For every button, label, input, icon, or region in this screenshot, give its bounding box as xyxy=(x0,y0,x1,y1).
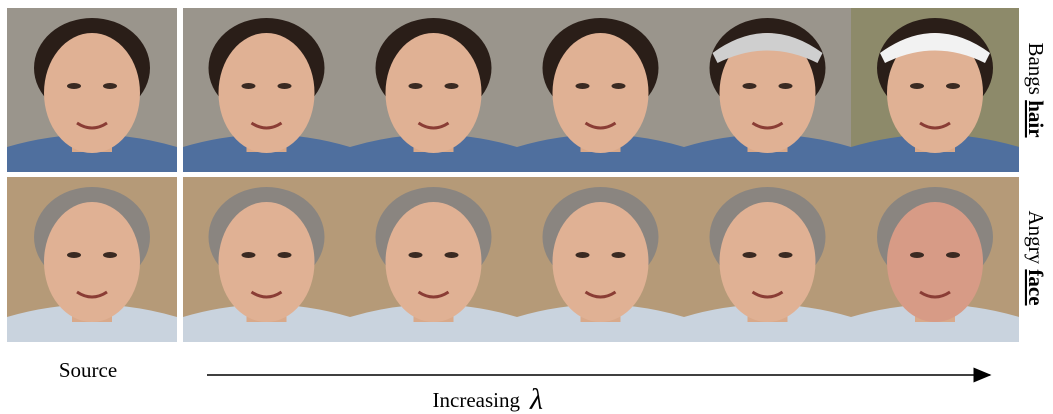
photo xyxy=(684,8,851,172)
eye xyxy=(242,252,256,258)
eye xyxy=(612,252,626,258)
photo xyxy=(7,177,177,342)
lambda-symbol: λ xyxy=(529,383,543,414)
face xyxy=(219,33,315,153)
region: face xyxy=(1024,269,1048,305)
figure: Source Increasing λ Bangs hair Angry fac… xyxy=(0,0,1053,414)
eye xyxy=(67,83,81,89)
source-label: Source xyxy=(59,358,117,382)
face xyxy=(720,202,816,322)
eye xyxy=(278,252,292,258)
eye xyxy=(409,83,423,89)
photo-grid xyxy=(7,8,1019,342)
eye xyxy=(946,252,960,258)
eye xyxy=(743,252,757,258)
svg-text:Bangs hair: Bangs hair xyxy=(1024,42,1048,137)
eye xyxy=(103,83,117,89)
row-label: Bangs hair xyxy=(1024,42,1048,137)
eye xyxy=(910,252,924,258)
eye xyxy=(779,83,793,89)
eye xyxy=(67,252,81,258)
eye xyxy=(409,252,423,258)
eye xyxy=(242,83,256,89)
photo xyxy=(183,177,350,342)
photo xyxy=(183,8,350,172)
svg-text:Angry face: Angry face xyxy=(1024,210,1048,305)
attribute: Bangs xyxy=(1024,42,1048,95)
eye xyxy=(576,252,590,258)
eye xyxy=(612,83,626,89)
photo xyxy=(517,8,684,172)
eye xyxy=(779,252,793,258)
photo xyxy=(851,177,1019,342)
photo xyxy=(350,8,517,172)
eye xyxy=(103,252,117,258)
eye xyxy=(910,83,924,89)
region: hair xyxy=(1024,100,1048,137)
photo xyxy=(851,8,1019,172)
photo xyxy=(517,177,684,342)
eye xyxy=(278,83,292,89)
eye xyxy=(743,83,757,89)
face xyxy=(219,202,315,322)
photo xyxy=(350,177,517,342)
eye xyxy=(946,83,960,89)
photo xyxy=(684,177,851,342)
face xyxy=(44,33,140,153)
photo xyxy=(7,8,177,172)
attribute: Angry xyxy=(1024,210,1048,264)
axis-label: Increasing xyxy=(433,388,521,412)
face xyxy=(887,202,983,322)
eye xyxy=(445,83,459,89)
row-label: Angry face xyxy=(1024,210,1048,305)
eye xyxy=(445,252,459,258)
eye xyxy=(576,83,590,89)
face xyxy=(553,202,649,322)
face xyxy=(386,33,482,153)
face xyxy=(386,202,482,322)
face xyxy=(44,202,140,322)
face xyxy=(553,33,649,153)
